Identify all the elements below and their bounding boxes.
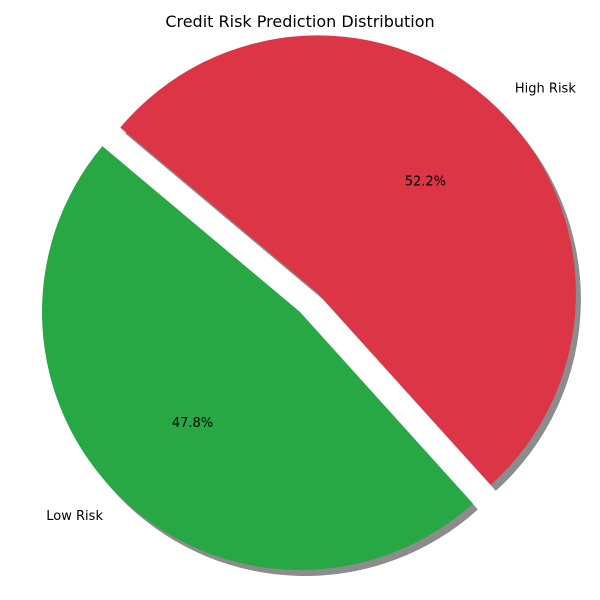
slice-label-high-risk: High Risk bbox=[515, 82, 576, 97]
slice-high-risk bbox=[120, 35, 576, 485]
slices-layer bbox=[42, 35, 581, 576]
slice-label-low-risk: Low Risk bbox=[46, 509, 103, 524]
slice-percent-high-risk: 52.2% bbox=[405, 174, 446, 189]
slice-percent-low-risk: 47.8% bbox=[172, 416, 213, 431]
chart-title: Credit Risk Prediction Distribution bbox=[165, 12, 434, 31]
labels-layer: Low Risk 47.8% High Risk 52.2% bbox=[46, 82, 576, 524]
slice-low-risk bbox=[42, 146, 473, 570]
